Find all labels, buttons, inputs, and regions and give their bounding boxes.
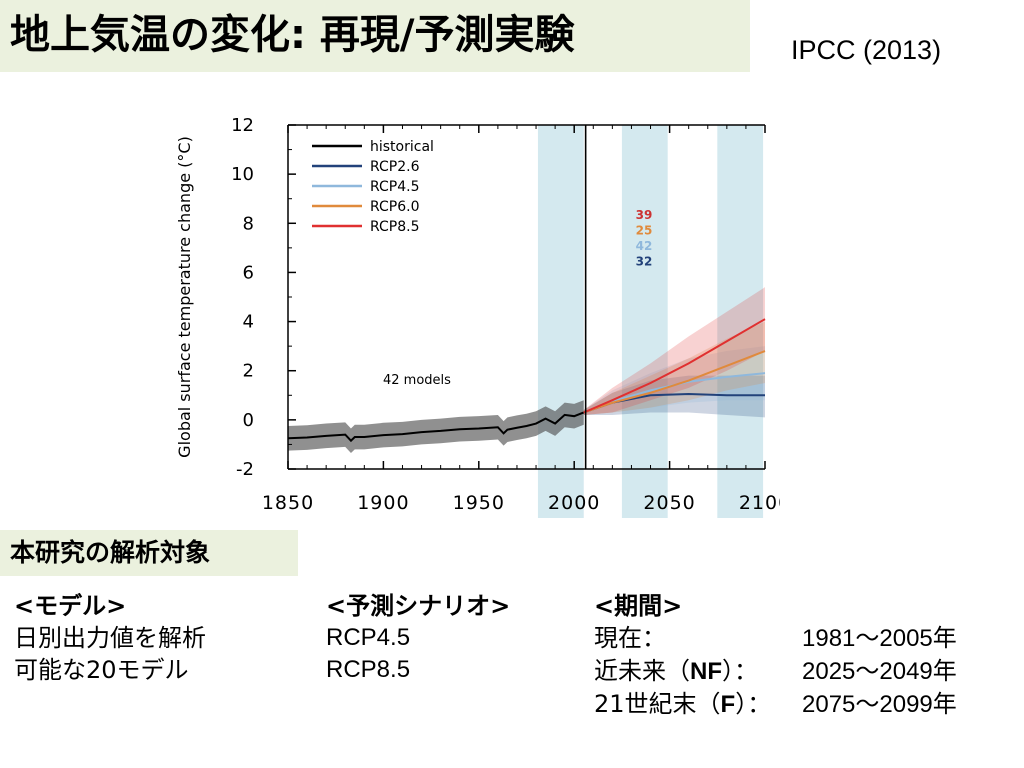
scenario-column: <予測シナリオ> RCP4.5 RCP8.5	[326, 590, 510, 686]
period-label: 現在：	[594, 624, 666, 652]
legend-label: historical	[370, 139, 434, 155]
model-count-label: 39	[636, 208, 653, 222]
line-RCP8.5	[583, 318, 766, 414]
temperature-chart: 121086420-2185019001950200020502100Globa…	[175, 115, 780, 518]
legend-label: RCP2.6	[370, 159, 420, 175]
y-tick-label: 4	[243, 312, 254, 333]
period-row-near-future: 近未来（NF）： 2025～2049年	[594, 655, 957, 688]
legend-label: RCP4.5	[370, 179, 420, 195]
model-column: <モデル> 日別出力値を解析 可能な20モデル	[14, 590, 206, 686]
chart-legend: historical RCP2.6 RCP4.5 RCP6.0 RCP8.5	[312, 139, 434, 235]
period-range: 2025～2049年	[802, 658, 957, 685]
y-tick-label: 8	[243, 213, 254, 234]
period-label: 近未来（NF）：	[594, 657, 758, 685]
period-range: 1981～2005年	[802, 625, 957, 652]
band-RCP8.5	[583, 287, 765, 415]
period-header: <期間>	[594, 592, 683, 620]
x-tick-label: 1900	[357, 492, 409, 514]
line-historical	[287, 411, 585, 443]
period-column: <期間> 現在： 1981～2005年 近未来（NF）： 2025～2049年 21…	[594, 590, 957, 721]
title-banner: 地上気温の変化: 再現/予測実験	[0, 0, 750, 72]
period-row-end-of-century: 21世紀末（F）： 2075～2099年	[594, 688, 957, 721]
x-tick-label: 2100	[739, 492, 780, 514]
shaded-periods	[537, 125, 764, 518]
period-shading	[537, 125, 584, 518]
x-tick-label: 1950	[453, 492, 505, 514]
models-annotation: 42 models	[383, 373, 451, 388]
x-tick-label: 2000	[548, 492, 600, 514]
period-row-present: 現在： 1981～2005年	[594, 622, 957, 655]
model-header: <モデル>	[14, 592, 127, 620]
period-shading	[621, 125, 668, 518]
model-row: 可能な20モデル	[14, 656, 189, 684]
period-shading	[717, 125, 764, 518]
scenario-row: RCP4.5	[326, 624, 411, 651]
x-tick-label: 1850	[262, 492, 314, 514]
scenario-header: <予測シナリオ>	[326, 592, 511, 620]
y-tick-label: 12	[231, 115, 254, 136]
chart-axes: 121086420-2185019001950200020502100Globa…	[175, 115, 780, 514]
y-tick-label: 0	[243, 410, 254, 431]
model-row: 日別出力値を解析	[14, 624, 206, 652]
period-label: 21世紀末（F）：	[594, 690, 772, 718]
legend-label: RCP6.0	[370, 199, 420, 215]
scenario-row: RCP8.5	[326, 656, 411, 683]
uncertainty-bands	[288, 287, 765, 454]
y-axis-label: Global surface temperature change (°C)	[175, 136, 194, 458]
legend-label: RCP8.5	[370, 219, 420, 235]
y-tick-label: 10	[231, 164, 254, 185]
band-historical	[288, 400, 584, 454]
source-citation: IPCC (2013)	[791, 35, 942, 65]
section-banner: 本研究の解析対象	[0, 530, 298, 576]
period-range: 2075～2099年	[802, 691, 957, 718]
x-tick-label: 2050	[643, 492, 695, 514]
model-count-label: 25	[636, 224, 653, 238]
model-count-label: 32	[636, 255, 653, 269]
y-tick-label: 6	[243, 262, 254, 283]
section-title: 本研究の解析対象	[10, 538, 211, 567]
series-lines	[287, 318, 766, 443]
model-count-label: 42	[636, 239, 653, 253]
y-tick-label: 2	[243, 361, 254, 382]
page-title: 地上気温の変化: 再現/予測実験	[10, 12, 575, 58]
y-tick-label: -2	[236, 459, 254, 480]
band-RCP2.6	[583, 375, 765, 418]
line-RCP6.0	[583, 350, 766, 414]
